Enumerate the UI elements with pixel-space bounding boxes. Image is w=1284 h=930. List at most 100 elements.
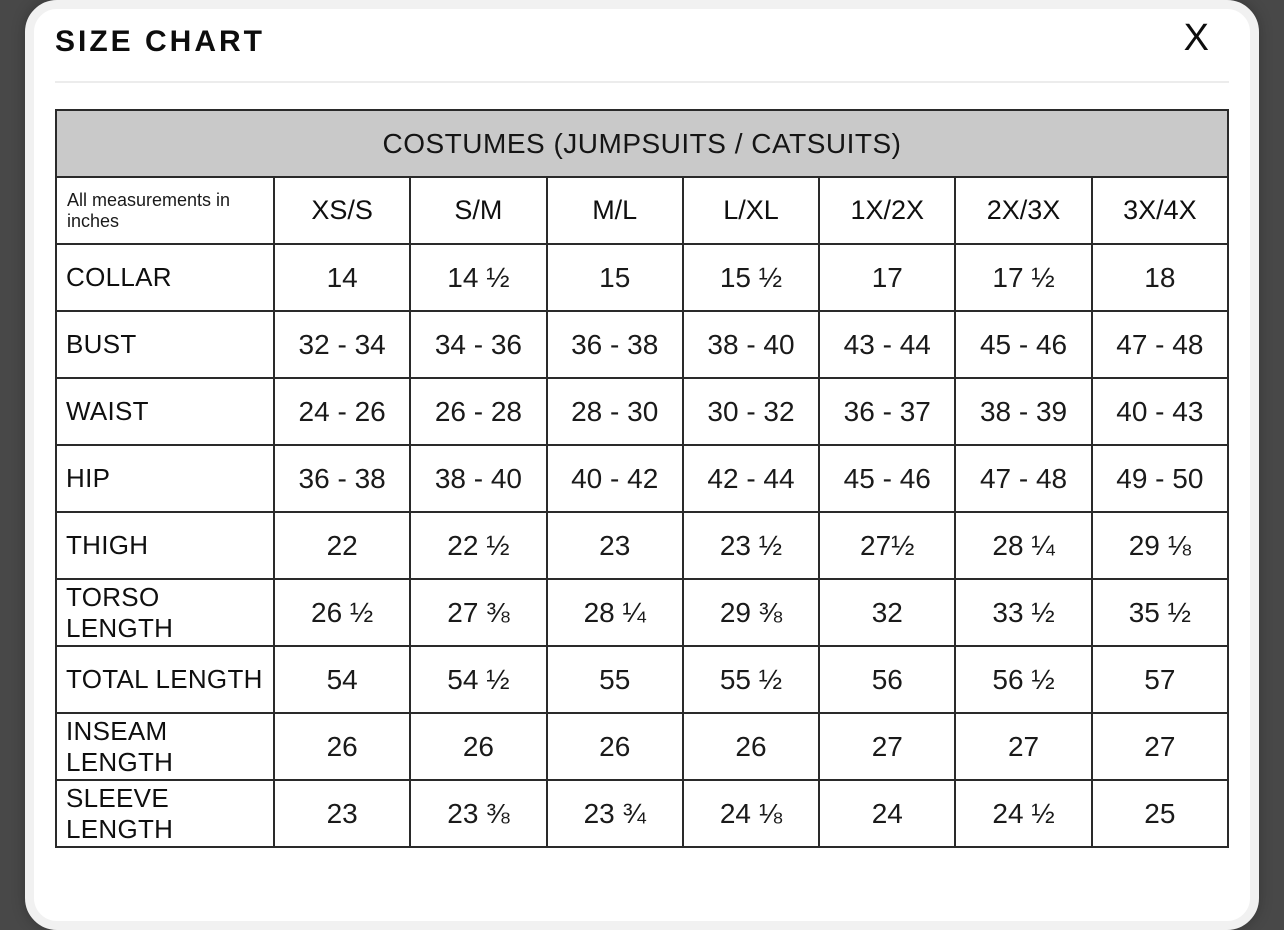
measurement-cell: 40 - 43 <box>1090 377 1230 446</box>
measurement-cell: 45 - 46 <box>954 310 1093 379</box>
row-label: HIP <box>55 444 275 513</box>
measurement-cell: 33 ½ <box>954 578 1093 647</box>
measurement-cell: 25 <box>1090 779 1230 848</box>
size-column-header: M/L <box>545 176 684 245</box>
measurement-cell: 43 - 44 <box>818 310 957 379</box>
measurement-cell: 56 ½ <box>954 645 1093 714</box>
measurement-cell: 15 <box>545 243 684 312</box>
measurement-cell: 38 - 39 <box>954 377 1093 446</box>
size-table-body: COLLAR 14 14 ½ 15 15 ½ 17 17 ½ 18 BUST 32 - 34 34 … <box>55 243 1230 848</box>
measurement-cell: 30 - 32 <box>681 377 821 446</box>
measurement-cell: 47 - 48 <box>1090 310 1230 379</box>
modal-content: SIZE CHART X COSTUMES (JUMPSUITS / CATSU… <box>34 9 1250 848</box>
size-column-header: XS/S <box>272 176 412 245</box>
row-label: INSEAM LENGTH <box>55 712 275 781</box>
measurement-cell: 57 <box>1090 645 1230 714</box>
measurement-cell: 36 - 38 <box>545 310 684 379</box>
measurement-cell: 27 ⅜ <box>409 578 548 647</box>
row-label: WAIST <box>55 377 275 446</box>
measurement-cell: 24 - 26 <box>272 377 412 446</box>
measurement-cell: 26 <box>545 712 684 781</box>
measurement-cell: 32 - 34 <box>272 310 412 379</box>
measurement-cell: 40 - 42 <box>545 444 684 513</box>
measurement-cell: 54 <box>272 645 412 714</box>
measurement-cell: 23 <box>545 511 684 580</box>
measurement-cell: 26 <box>272 712 412 781</box>
measurement-cell: 55 ½ <box>681 645 821 714</box>
measurement-cell: 24 ½ <box>954 779 1093 848</box>
measurement-cell: 14 <box>272 243 412 312</box>
row-label: SLEEVE LENGTH <box>55 779 275 848</box>
measurement-cell: 27 <box>954 712 1093 781</box>
measurement-cell: 38 - 40 <box>681 310 821 379</box>
size-column-header: 1X/2X <box>818 176 957 245</box>
measurement-cell: 17 <box>818 243 957 312</box>
row-label: TORSO LENGTH <box>55 578 275 647</box>
table-row: INSEAM LENGTH 26 26 26 26 27 27 27 <box>55 712 1230 781</box>
size-column-header: 3X/4X <box>1090 176 1230 245</box>
measurement-cell: 42 - 44 <box>681 444 821 513</box>
measurement-cell: 23 <box>272 779 412 848</box>
table-row: COLLAR 14 14 ½ 15 15 ½ 17 17 ½ 18 <box>55 243 1230 312</box>
measurement-cell: 22 <box>272 511 412 580</box>
table-title: COSTUMES (JUMPSUITS / CATSUITS) <box>55 109 1229 178</box>
table-row: HIP 36 - 38 38 - 40 40 - 42 42 - 44 45 - 46 47… <box>55 444 1230 513</box>
measurements-note: All measurements in inches <box>55 176 275 245</box>
table-row: THIGH 22 22 ½ 23 23 ½ 27½ 28 ¼ 29 ⅛ <box>55 511 1230 580</box>
measurement-cell: 15 ½ <box>681 243 821 312</box>
table-row: WAIST 24 - 26 26 - 28 28 - 30 30 - 32 36 - 37… <box>55 377 1230 446</box>
measurement-cell: 36 - 38 <box>272 444 412 513</box>
page-title: SIZE CHART <box>55 25 265 58</box>
measurement-cell: 29 ⅜ <box>681 578 821 647</box>
column-header-row: All measurements in inches XS/S S/M M/L L/X… <box>55 176 1230 245</box>
modal-header: SIZE CHART X <box>55 9 1229 81</box>
measurement-cell: 32 <box>818 578 957 647</box>
table-row: BUST 32 - 34 34 - 36 36 - 38 38 - 40 43 - 44 4… <box>55 310 1230 379</box>
size-chart-modal: SIZE CHART X COSTUMES (JUMPSUITS / CATSU… <box>25 0 1259 930</box>
close-button[interactable]: X <box>1176 15 1217 61</box>
measurement-cell: 27 <box>818 712 957 781</box>
measurement-cell: 54 ½ <box>409 645 548 714</box>
table-title-row: COSTUMES (JUMPSUITS / CATSUITS) <box>55 109 1229 178</box>
measurement-cell: 28 - 30 <box>545 377 684 446</box>
measurement-cell: 27½ <box>818 511 957 580</box>
row-label: BUST <box>55 310 275 379</box>
measurement-cell: 26 ½ <box>272 578 412 647</box>
measurement-cell: 23 ¾ <box>545 779 684 848</box>
measurement-cell: 45 - 46 <box>818 444 957 513</box>
measurement-cell: 34 - 36 <box>409 310 548 379</box>
size-column-header: L/XL <box>681 176 821 245</box>
table-row: TOTAL LENGTH 54 54 ½ 55 55 ½ 56 56 ½ 57 <box>55 645 1230 714</box>
measurement-cell: 23 ½ <box>681 511 821 580</box>
row-label: TOTAL LENGTH <box>55 645 275 714</box>
header-divider <box>55 81 1229 83</box>
measurement-cell: 24 ⅛ <box>681 779 821 848</box>
table-row: SLEEVE LENGTH 23 23 ⅜ 23 ¾ 24 ⅛ 24 24 ½ 25 <box>55 779 1230 848</box>
measurement-cell: 27 <box>1090 712 1230 781</box>
measurement-cell: 26 - 28 <box>409 377 548 446</box>
measurement-cell: 26 <box>681 712 821 781</box>
row-label: THIGH <box>55 511 275 580</box>
measurement-cell: 18 <box>1090 243 1230 312</box>
measurement-cell: 56 <box>818 645 957 714</box>
measurement-cell: 14 ½ <box>409 243 548 312</box>
size-chart-table: COSTUMES (JUMPSUITS / CATSUITS) All meas… <box>55 109 1230 848</box>
table-head: COSTUMES (JUMPSUITS / CATSUITS) All meas… <box>55 109 1230 245</box>
row-label: COLLAR <box>55 243 275 312</box>
measurement-cell: 55 <box>545 645 684 714</box>
size-column-header: 2X/3X <box>954 176 1093 245</box>
measurement-cell: 28 ¼ <box>954 511 1093 580</box>
measurement-cell: 26 <box>409 712 548 781</box>
measurement-cell: 17 ½ <box>954 243 1093 312</box>
measurement-cell: 35 ½ <box>1090 578 1230 647</box>
measurement-cell: 22 ½ <box>409 511 548 580</box>
measurement-cell: 49 - 50 <box>1090 444 1230 513</box>
measurement-cell: 38 - 40 <box>409 444 548 513</box>
measurement-cell: 47 - 48 <box>954 444 1093 513</box>
table-row: TORSO LENGTH 26 ½ 27 ⅜ 28 ¼ 29 ⅜ 32 33 ½ 35 ½ <box>55 578 1230 647</box>
measurement-cell: 36 - 37 <box>818 377 957 446</box>
measurement-cell: 23 ⅜ <box>409 779 548 848</box>
measurement-cell: 24 <box>818 779 957 848</box>
measurement-cell: 29 ⅛ <box>1090 511 1230 580</box>
measurement-cell: 28 ¼ <box>545 578 684 647</box>
